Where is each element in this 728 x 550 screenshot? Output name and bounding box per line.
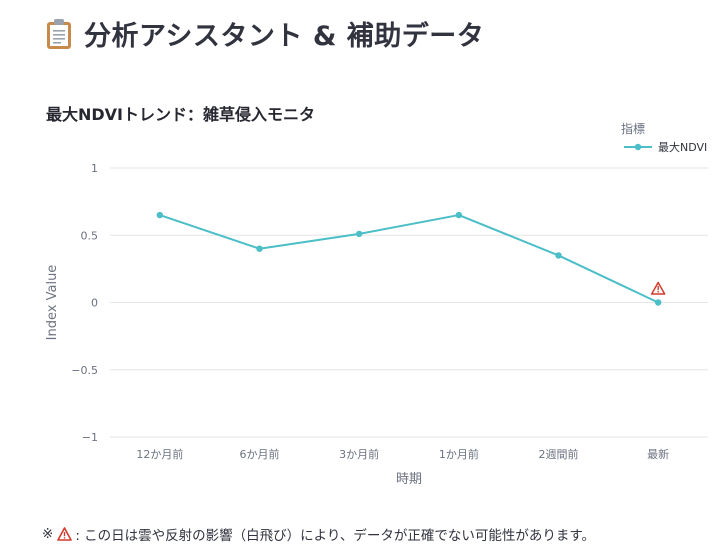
y-tick-label: −0.5 xyxy=(71,364,98,377)
data-point[interactable] xyxy=(555,252,562,259)
legend[interactable]: 指標 最大NDVI xyxy=(621,121,707,154)
page-header: 分析アシスタント & 補助データ xyxy=(46,14,484,53)
data-point[interactable] xyxy=(355,230,363,238)
x-axis-title: 時期 xyxy=(396,472,422,487)
series-layer xyxy=(156,211,662,306)
footnote-text: : この日は雲や反射の影響（白飛び）により、データが正確でない可能性があります。 xyxy=(75,528,595,544)
chart-gridlines xyxy=(110,167,708,438)
warning-icon xyxy=(57,527,73,541)
series-line xyxy=(159,214,659,304)
x-tick-label: 1か月前 xyxy=(439,447,479,461)
x-tick-label: 12か月前 xyxy=(136,447,183,461)
data-point[interactable] xyxy=(455,211,463,219)
x-tick-label: 最新 xyxy=(647,447,669,461)
y-tick-label: 0.5 xyxy=(81,229,99,242)
legend-swatch-marker xyxy=(634,143,642,151)
warning-icon xyxy=(650,281,666,295)
y-axis-title: Index Value xyxy=(45,265,60,341)
chart-title: 最大NDVIトレンド：雑草侵入モニタ xyxy=(46,105,316,124)
line-chart: 1 0.5 0 −0.5 −1 12か月前 6か月前 3か月前 1か月前 2週間前 最新 時期 I… xyxy=(45,121,708,487)
footnote-prefix: ※ xyxy=(42,526,54,542)
annotations-layer xyxy=(650,281,666,295)
x-tick-label: 6か月前 xyxy=(240,447,280,461)
data-point[interactable] xyxy=(654,299,662,306)
page-title: 分析アシスタント & 補助データ xyxy=(84,21,485,52)
x-tick-label: 3か月前 xyxy=(339,447,379,461)
clipboard-icon xyxy=(47,18,71,49)
y-tick-label: 0 xyxy=(91,297,98,310)
y-tick-label: −1 xyxy=(82,431,98,444)
y-axis-ticks: 1 0.5 0 −0.5 −1 xyxy=(71,162,98,444)
y-tick-label: 1 xyxy=(91,162,98,175)
legend-title: 指標 xyxy=(621,121,645,136)
legend-item-label: 最大NDVI xyxy=(658,140,707,154)
footnote: ※ : この日は雲や反射の影響（白飛び）により、データが正確でない可能性がありま… xyxy=(42,524,595,544)
data-point[interactable] xyxy=(256,245,263,252)
x-axis-ticks: 12か月前 6か月前 3か月前 1か月前 2週間前 最新 xyxy=(136,447,669,461)
data-point[interactable] xyxy=(156,211,164,219)
x-tick-label: 2週間前 xyxy=(539,447,579,461)
